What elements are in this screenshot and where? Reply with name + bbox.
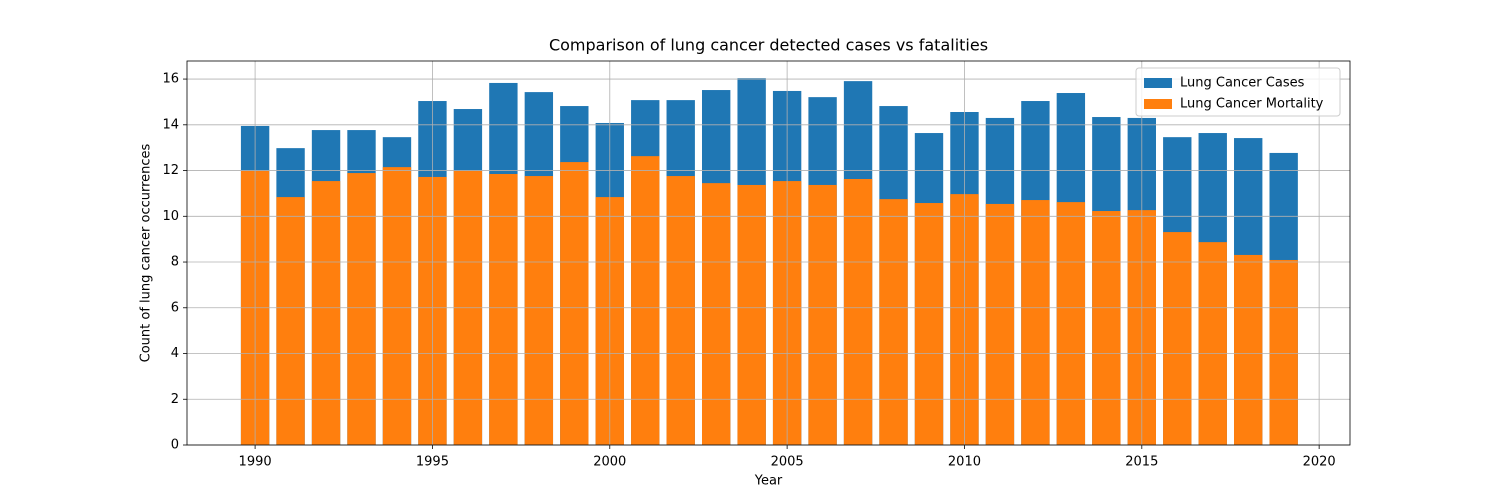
y-tick-label: 12 [162, 163, 179, 178]
y-tick-label: 14 [162, 117, 179, 132]
bar [1056, 202, 1086, 445]
y-tick-label: 2 [171, 392, 179, 407]
bar [311, 181, 341, 445]
y-axis-label: Count of lung cancer occurrences [139, 143, 154, 362]
y-tick-label: 8 [171, 255, 179, 270]
bar [843, 179, 873, 445]
bar [1234, 254, 1263, 445]
bar [808, 184, 837, 445]
y-tick-label: 4 [171, 346, 179, 361]
bar [631, 156, 660, 446]
bar [1198, 242, 1227, 445]
legend-frame [1135, 67, 1341, 117]
bar [524, 176, 554, 445]
bar [1163, 232, 1192, 445]
bar [489, 173, 518, 445]
legend-swatch [1144, 99, 1172, 109]
bar [276, 197, 305, 445]
bar [1021, 200, 1050, 445]
y-tick-label: 10 [162, 209, 179, 224]
bar [737, 184, 766, 445]
bar [701, 183, 731, 446]
bar [347, 173, 376, 445]
x-tick-label: 2010 [948, 455, 981, 470]
bar [1092, 211, 1121, 445]
y-tick-label: 6 [171, 300, 179, 315]
x-tick-label: 1995 [416, 455, 449, 470]
legend-swatch [1144, 78, 1172, 88]
bar [382, 167, 412, 446]
x-tick-label: 1990 [239, 455, 272, 470]
bar [985, 203, 1015, 445]
legend-label: Lung Cancer Cases [1180, 76, 1305, 91]
x-tick-label: 2020 [1303, 455, 1336, 470]
x-axis-label: Year [754, 474, 783, 489]
legend-label: Lung Cancer Mortality [1180, 97, 1324, 112]
x-tick-label: 2005 [771, 455, 804, 470]
x-tick-label: 2015 [1125, 455, 1158, 470]
legend: Lung Cancer Cases Lung Cancer Mortality [1135, 67, 1341, 117]
chart-title: Comparison of lung cancer detected cases… [549, 36, 988, 55]
x-tick-label: 2000 [593, 455, 626, 470]
y-tick-label: 16 [162, 72, 179, 87]
bar [1269, 259, 1298, 445]
bar [560, 162, 589, 445]
bar [666, 176, 695, 445]
y-tick-label: 0 [171, 438, 179, 453]
bar [914, 203, 944, 445]
bar [879, 199, 908, 445]
plot-frame [186, 60, 1351, 446]
